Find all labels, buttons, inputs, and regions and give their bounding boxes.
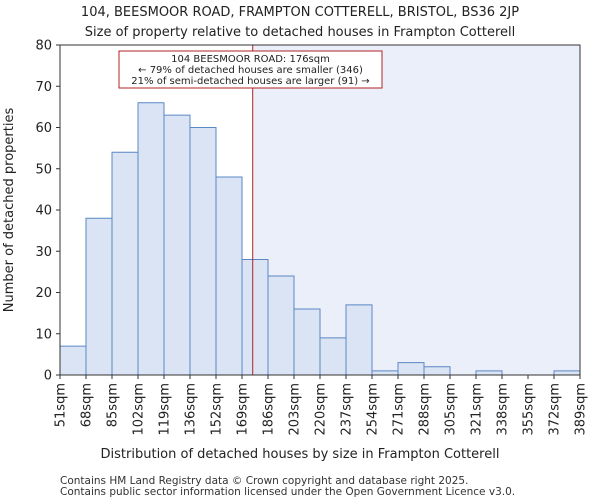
bar-group (59, 102, 581, 376)
bar-68sqm (85, 217, 113, 376)
y-tick-label: 30 (35, 245, 52, 260)
footer-line-2: Contains public sector information licen… (60, 486, 515, 498)
y-tick-label: 80 (35, 39, 52, 54)
x-axis-label: Distribution of detached houses by size … (101, 447, 500, 462)
annotation-frame (118, 50, 383, 89)
chart-title: 104, BEESMOOR ROAD, FRAMPTON COTTERELL, … (81, 5, 519, 20)
x-tick-label: 321sqm (470, 383, 485, 436)
x-tick-label: 51sqm (54, 383, 69, 427)
bar-102sqm (137, 102, 165, 376)
x-tick-label: 338sqm (496, 383, 511, 436)
bar-321sqm (475, 370, 503, 376)
x-tick-label: 85sqm (106, 383, 121, 427)
bar-169sqm (241, 259, 269, 376)
bar-186sqm (267, 275, 295, 376)
x-tick-label: 102sqm (132, 383, 147, 436)
bar-220sqm (319, 337, 347, 376)
x-tick-label: 237sqm (340, 383, 355, 436)
bar-51sqm (59, 345, 87, 376)
y-tick-label: 40 (35, 204, 52, 219)
x-axis-ticks: 51sqm 68sqm 85sqm 102sqm 119sqm 136sqm 152sqm 1… (54, 375, 589, 436)
bar-271sqm (397, 362, 425, 376)
y-tick-label: 20 (35, 286, 52, 301)
y-tick-label: 50 (35, 162, 52, 177)
x-tick-label: 119sqm (158, 383, 173, 436)
x-tick-label: 355sqm (522, 383, 537, 436)
bar-119sqm (163, 114, 191, 376)
annotation-line-1: 104 BEESMOOR ROAD: 176sqm (171, 54, 330, 65)
x-tick-label: 305sqm (444, 383, 459, 436)
y-tick-label: 70 (35, 80, 52, 95)
x-tick-label: 186sqm (262, 383, 277, 436)
x-tick-label: 372sqm (548, 383, 563, 436)
x-tick-label: 152sqm (210, 383, 225, 436)
y-tick-label: 60 (35, 121, 52, 136)
annotation-box: 104 BEESMOOR ROAD: 176sqm ← 79% of detac… (118, 50, 383, 89)
footer-line-1: Contains HM Land Registry data © Crown c… (60, 475, 468, 487)
x-tick-label: 203sqm (288, 383, 303, 436)
bar-288sqm (423, 366, 451, 376)
bar-203sqm (293, 308, 321, 376)
x-tick-label: 169sqm (236, 383, 251, 436)
chart-subtitle: Size of property relative to detached ho… (85, 25, 515, 40)
annotation-line-2: ← 79% of detached houses are smaller (34… (138, 65, 363, 76)
bar-237sqm (345, 304, 373, 376)
x-tick-label: 220sqm (314, 383, 329, 436)
bar-254sqm (371, 370, 399, 376)
x-tick-label: 271sqm (392, 383, 407, 436)
x-tick-label: 136sqm (184, 383, 199, 436)
x-tick-label: 389sqm (574, 383, 589, 436)
y-tick-label: 0 (44, 369, 52, 384)
annotation-line-3: 21% of semi-detached houses are larger (… (131, 76, 369, 87)
y-axis-label: Number of detached properties (2, 108, 17, 313)
y-tick-label: 10 (35, 327, 52, 342)
x-tick-label: 288sqm (418, 383, 433, 436)
bar-85sqm (111, 151, 139, 376)
bar-372sqm (553, 370, 581, 376)
bar-152sqm (215, 176, 243, 376)
x-tick-label: 68sqm (80, 383, 95, 427)
bar-136sqm (189, 127, 217, 376)
x-tick-label: 254sqm (366, 383, 381, 436)
y-axis-ticks: 0 10 20 30 40 50 60 70 80 (35, 39, 60, 384)
